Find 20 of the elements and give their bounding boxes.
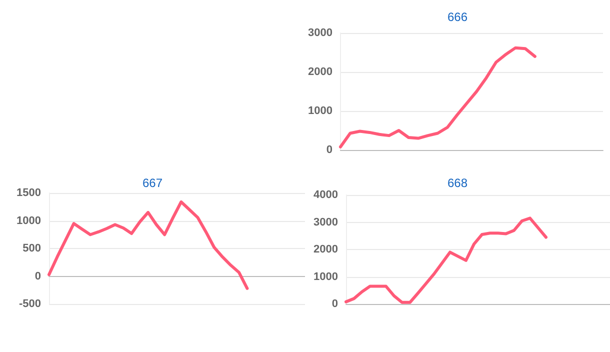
chart-title: 668 [447,176,468,190]
y-tick-label: 1000 [314,270,338,283]
y-tick-label: 0 [326,144,332,156]
y-tick-label: 1000 [16,214,41,227]
line-series [48,200,249,290]
chart-title: 667 [142,176,163,190]
y-tick-label: 1500 [16,187,41,199]
y-tick-label: 0 [34,270,41,282]
y-tick-label: 4000 [314,189,338,201]
y-tick-label: -500 [18,298,41,310]
line-series [338,46,536,148]
line-series [344,216,548,304]
y-tick-label: 500 [22,242,41,254]
y-tick-label: 3000 [308,27,332,39]
y-tick-label: 2000 [308,66,332,78]
y-tick-label: 1000 [308,105,332,117]
y-tick-label: 0 [332,298,338,310]
chart-title: 666 [447,10,468,24]
y-tick-label: 3000 [314,216,338,228]
y-tick-label: 2000 [314,244,338,256]
